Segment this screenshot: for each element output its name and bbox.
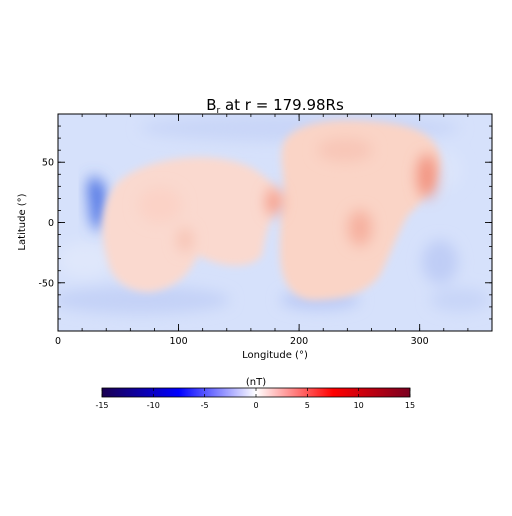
title-suffix: at r = 179.98Rs [220, 96, 344, 114]
y-tick-label: 0 [48, 218, 54, 229]
x-tick-label: 200 [290, 336, 308, 347]
chart-title: Br at r = 179.98Rs [206, 96, 344, 116]
title-subscript: r [216, 106, 220, 116]
negative-patch [88, 176, 107, 230]
x-tick-label: 300 [411, 336, 429, 347]
y-tick-label: -50 [38, 278, 54, 289]
y-tick-labels: -50 0 50 [38, 158, 54, 290]
colorbar-tick-labels: -15 -10 -5 0 5 10 15 [95, 401, 415, 410]
colorbar-tick-label: 5 [305, 401, 310, 410]
colorbar-tick-label: 0 [253, 401, 258, 410]
colorbar-tick-label: -10 [147, 401, 160, 410]
x-tick-label: 0 [55, 336, 61, 347]
colorbar-tick-label: 10 [354, 401, 364, 410]
colorbar-ticks [101, 388, 411, 397]
colorbar-tick-label: -5 [201, 401, 209, 410]
x-axis-ticks [57, 114, 493, 331]
x-axis-label: Longitude (°) [242, 350, 308, 361]
heatmap-field [58, 114, 492, 331]
y-tick-label: 50 [42, 158, 54, 169]
y-axis-label: Latitude (°) [17, 193, 28, 250]
colorbar-tick-label: 15 [405, 401, 415, 410]
positive-peaks [138, 138, 437, 252]
y-axis-ticks [58, 113, 492, 332]
x-tick-labels: 0 100 200 300 [55, 336, 429, 347]
colorbar-tick-label: -15 [95, 401, 108, 410]
x-tick-label: 100 [169, 336, 187, 347]
colorbar-label: (nT) [246, 377, 266, 388]
